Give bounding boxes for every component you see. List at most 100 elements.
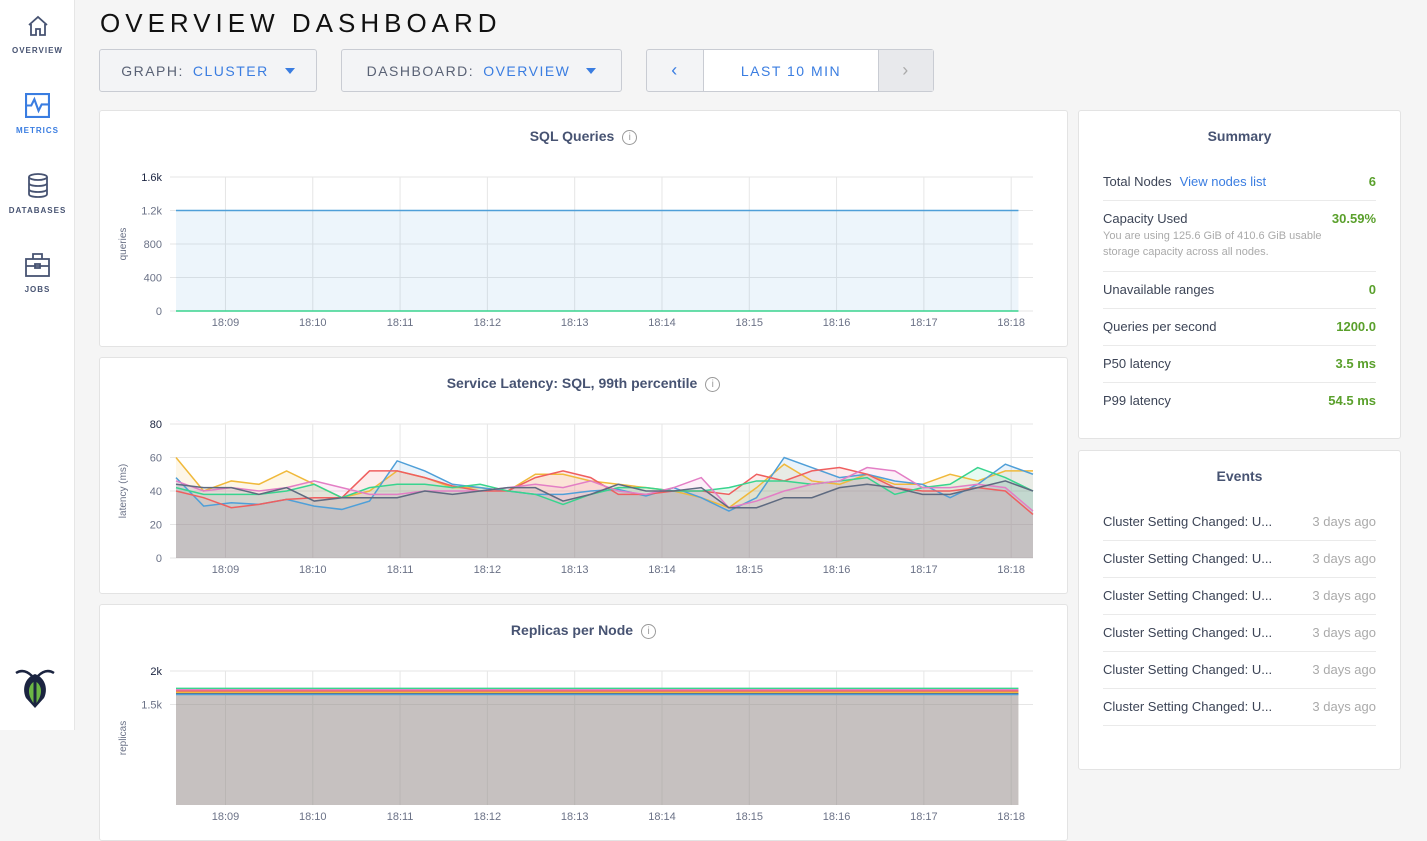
database-icon [27, 173, 48, 198]
series-area [176, 467, 1033, 558]
time-range-button[interactable]: LAST 10 MIN [704, 50, 878, 91]
event-text: Cluster Setting Changed: U... [1103, 625, 1273, 640]
x-tick-label: 18:17 [910, 317, 938, 329]
summary-row-p50: P50 latency 3.5 ms [1103, 346, 1376, 383]
cockroach-logo[interactable] [14, 668, 56, 710]
info-icon[interactable]: i [641, 624, 657, 639]
x-tick-label: 18:15 [736, 317, 764, 329]
page-title: OVERVIEW DASHBOARD [100, 8, 502, 38]
x-tick-label: 18:17 [910, 564, 938, 576]
prev-range-button[interactable]: ‹ [647, 50, 704, 91]
y-tick-label: 1.2k [141, 206, 162, 218]
event-time: 3 days ago [1312, 662, 1376, 677]
series-area [176, 480, 1033, 558]
x-tick-label: 18:16 [823, 811, 851, 823]
sidebar-item-jobs[interactable]: JOBS [0, 253, 75, 294]
chart-title: Replicas per Node [510, 622, 634, 638]
next-range-button[interactable]: › [878, 50, 933, 91]
event-time: 3 days ago [1312, 699, 1376, 714]
summary-row-p99: P99 latency 54.5 ms [1103, 393, 1376, 408]
chart-card-sql-queries: SQL Queries i 0 400 800 1.2k 1.6k 18:09 18:10 18… [99, 110, 1068, 347]
x-tick-label: 18:15 [736, 564, 764, 576]
x-tick-label: 18:11 [387, 811, 414, 823]
info-icon[interactable]: i [622, 130, 638, 145]
summary-title: Summary [1207, 128, 1272, 144]
event-time: 3 days ago [1312, 551, 1376, 566]
series-line [175, 480, 1034, 509]
series-area [176, 457, 1033, 558]
event-text: Cluster Setting Changed: U... [1103, 699, 1273, 714]
series-area [176, 694, 1019, 805]
x-tick-label: 18:10 [299, 564, 327, 576]
y-axis-label: queries [118, 228, 129, 261]
summary-row-qps: Queries per second 1200.0 [1103, 309, 1376, 346]
service-latency-chart: 0 20 40 60 80 18:09 18:10 18:11 18:12 18:13 18:14 1… [118, 419, 1034, 576]
series-line [175, 466, 1034, 512]
chart-card-service-latency: Service Latency: SQL, 99th percentile i 0… [99, 357, 1068, 594]
event-text: Cluster Setting Changed: U... [1103, 662, 1273, 677]
home-icon [27, 15, 48, 36]
graph-selector[interactable]: GRAPH: CLUSTER [99, 49, 317, 92]
summary-row-unavailable-ranges: Unavailable ranges 0 [1103, 272, 1376, 309]
y-tick-label: 1.5k [141, 700, 162, 712]
event-text: Cluster Setting Changed: U... [1103, 514, 1273, 529]
chevron-down-icon [284, 67, 295, 74]
series-line [175, 456, 1034, 512]
event-time: 3 days ago [1312, 514, 1376, 529]
replicas-per-node-chart: 1.5k 2k 18:09 18:10 18:11 18:12 18:13 18:14 18:1… [118, 666, 1033, 823]
x-tick-label: 18:18 [997, 317, 1025, 329]
view-nodes-link[interactable]: View nodes list [1179, 174, 1267, 189]
y-axis-label: latency (ms) [118, 464, 129, 518]
sidebar-item-metrics[interactable]: METRICS [0, 93, 75, 135]
event-item[interactable]: Cluster Setting Changed: U... 3 days ago [1103, 689, 1376, 726]
y-tick-label: 800 [144, 239, 162, 251]
sidebar-item-overview[interactable]: OVERVIEW [0, 14, 75, 55]
x-tick-label: 18:14 [648, 317, 676, 329]
y-tick-label: 400 [144, 273, 162, 285]
summary-row-total-nodes: Total Nodes View nodes list 6 [1103, 164, 1376, 201]
event-item[interactable]: Cluster Setting Changed: U... 3 days ago [1103, 504, 1376, 541]
y-tick-label: 40 [150, 486, 162, 498]
x-tick-label: 18:14 [648, 811, 676, 823]
events-title: Events [1216, 468, 1263, 484]
y-tick-label: 1.6k [141, 172, 162, 184]
x-tick-label: 18:09 [212, 317, 240, 329]
y-tick-label: 2k [150, 666, 162, 678]
info-icon[interactable]: i [705, 377, 721, 392]
x-tick-label: 18:13 [561, 811, 589, 823]
y-tick-label: 20 [150, 520, 162, 532]
series-line [175, 466, 1034, 506]
time-range-selector: ‹ LAST 10 MIN › [646, 49, 934, 92]
event-item[interactable]: Cluster Setting Changed: U... 3 days ago [1103, 615, 1376, 652]
sql-queries-chart: 0 400 800 1.2k 1.6k 18:09 18:10 18:11 18:12 18:13… [118, 172, 1033, 329]
x-tick-label: 18:17 [910, 811, 938, 823]
x-tick-label: 18:13 [561, 317, 589, 329]
chart-title: SQL Queries [529, 128, 615, 144]
x-tick-label: 18:09 [212, 811, 240, 823]
summary-panel: Summary Total Nodes View nodes list 6 Capa… [1078, 110, 1401, 439]
series-area [176, 210, 1019, 311]
x-tick-label: 18:09 [212, 564, 240, 576]
sidebar-item-databases[interactable]: DATABASES [0, 173, 75, 215]
x-tick-label: 18:12 [474, 811, 502, 823]
briefcase-icon [25, 253, 50, 277]
summary-row-capacity: Capacity Used You are using 125.6 GiB of … [1103, 201, 1376, 272]
event-item[interactable]: Cluster Setting Changed: U... 3 days ago [1103, 578, 1376, 615]
series-area [176, 457, 1033, 558]
series-area [176, 467, 1033, 558]
dashboard-selector[interactable]: DASHBOARD: OVERVIEW [341, 49, 622, 92]
x-tick-label: 18:10 [299, 811, 327, 823]
y-axis-label: replicas [118, 721, 129, 755]
x-tick-label: 18:14 [648, 564, 676, 576]
x-tick-label: 18:16 [823, 564, 851, 576]
y-tick-label: 60 [150, 453, 162, 465]
chart-title: Service Latency: SQL, 99th percentile [446, 375, 698, 391]
x-tick-label: 18:15 [736, 811, 764, 823]
y-tick-label: 0 [156, 553, 162, 565]
event-item[interactable]: Cluster Setting Changed: U... 3 days ago [1103, 541, 1376, 578]
x-tick-label: 18:13 [561, 564, 589, 576]
event-text: Cluster Setting Changed: U... [1103, 551, 1273, 566]
metrics-icon [25, 93, 50, 118]
x-tick-label: 18:10 [299, 317, 327, 329]
event-item[interactable]: Cluster Setting Changed: U... 3 days ago [1103, 652, 1376, 689]
